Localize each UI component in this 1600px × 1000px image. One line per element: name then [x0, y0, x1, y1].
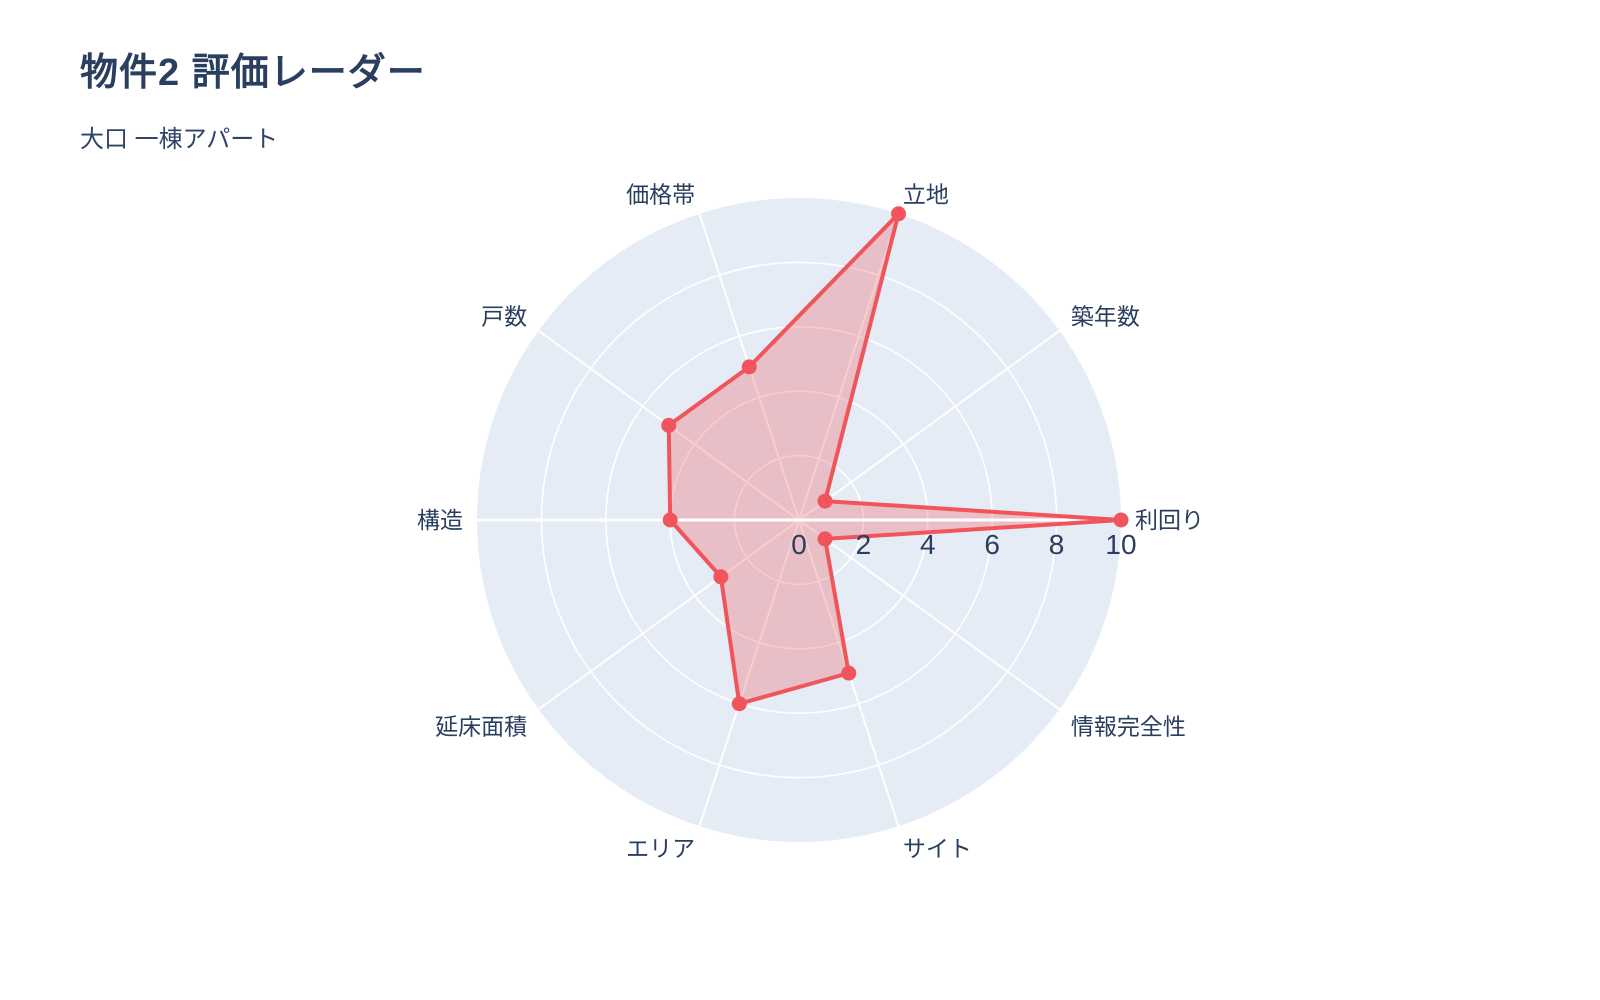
- axis-label: 立地: [903, 181, 949, 207]
- data-point[interactable]: [1113, 512, 1129, 528]
- axis-label: 利回り: [1135, 507, 1204, 533]
- data-point[interactable]: [891, 206, 907, 222]
- axis-label: 戸数: [481, 304, 527, 330]
- angular-gridline: [798, 519, 1061, 711]
- chart-header: 物件2 評価レーダー 大口 一棟アパート: [80, 50, 426, 154]
- angular-gridline: [698, 519, 800, 827]
- axis-label: エリア: [626, 836, 695, 862]
- angular-gridline: [798, 213, 900, 521]
- data-point[interactable]: [713, 569, 729, 585]
- data-point[interactable]: [741, 359, 757, 375]
- radial-tick-label: 10: [1105, 529, 1136, 560]
- radial-tick-label: 8: [1049, 529, 1065, 560]
- radial-tick-label: 6: [984, 529, 1000, 560]
- axis-label: 延床面積: [435, 713, 527, 739]
- axis-label: 価格帯: [626, 181, 695, 207]
- axis-label: 構造: [417, 507, 463, 533]
- radial-tick-label: 0: [791, 529, 807, 560]
- data-point[interactable]: [817, 493, 833, 509]
- radial-tick-label: 2: [856, 529, 872, 560]
- radial-tick-label: 4: [920, 529, 936, 560]
- data-point[interactable]: [731, 696, 747, 712]
- data-point[interactable]: [662, 512, 678, 528]
- axis-label: 情報完全性: [1071, 713, 1186, 739]
- chart-subtitle: 大口 一棟アパート: [80, 126, 279, 153]
- data-point[interactable]: [841, 665, 857, 681]
- angular-gridline: [798, 329, 1061, 521]
- angular-gridline: [537, 519, 800, 711]
- axis-label: サイト: [903, 836, 972, 862]
- data-point[interactable]: [817, 531, 833, 547]
- data-point[interactable]: [661, 417, 677, 433]
- axis-label: 築年数: [1071, 304, 1140, 330]
- chart-title: 物件2 評価レーダー: [80, 52, 426, 94]
